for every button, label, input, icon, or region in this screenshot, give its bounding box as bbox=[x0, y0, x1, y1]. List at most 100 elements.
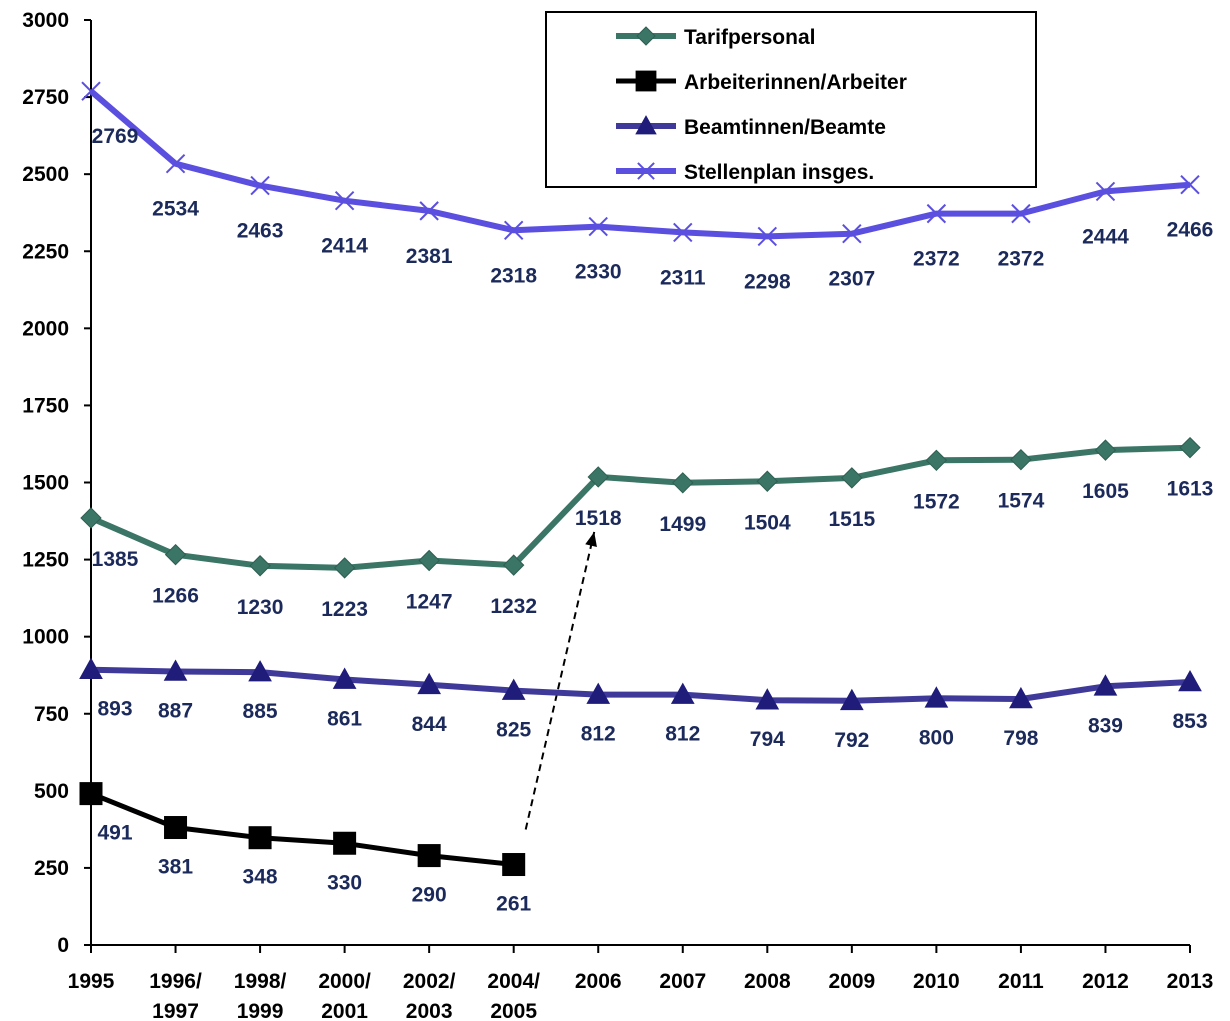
dashed-arrow-line bbox=[524, 531, 596, 830]
x-tick-label-line: 2002/ bbox=[403, 970, 456, 993]
data-point bbox=[250, 175, 270, 196]
data-point bbox=[334, 190, 355, 211]
x-tick-label-line: 2010 bbox=[913, 970, 960, 993]
data-point bbox=[839, 688, 864, 711]
data-label: 1223 bbox=[321, 598, 368, 621]
data-point bbox=[1093, 674, 1118, 696]
data-label: 1574 bbox=[998, 490, 1045, 513]
x-tick-label-line: 1998/ bbox=[234, 970, 287, 993]
data-point bbox=[333, 557, 356, 579]
legend-entry-tarifpersonal: Tarifpersonal bbox=[616, 26, 815, 49]
x-marker-stroke bbox=[1180, 174, 1200, 195]
data-point bbox=[757, 226, 778, 247]
data-point bbox=[586, 682, 611, 704]
data-label: 844 bbox=[412, 713, 447, 736]
y-tick-label: 2750 bbox=[22, 86, 69, 109]
data-label: 2534 bbox=[152, 198, 199, 221]
series-line bbox=[90, 666, 1191, 704]
data-label: 1230 bbox=[237, 596, 284, 619]
data-point bbox=[673, 222, 693, 243]
dashed-arrow-head bbox=[585, 531, 597, 547]
x-tick-label: 2009 bbox=[828, 970, 875, 993]
axes: 0 250 500 750 1000 1250 1500 1750 2000 2250 2500 27… bbox=[22, 9, 1213, 1021]
series-line bbox=[90, 791, 514, 867]
data-point bbox=[842, 223, 862, 244]
data-label: 2372 bbox=[998, 248, 1045, 271]
data-label: 1518 bbox=[575, 507, 622, 530]
legend-swatch-marker bbox=[636, 26, 656, 46]
data-point bbox=[841, 467, 863, 489]
x-tick-label: 2013 bbox=[1167, 970, 1214, 993]
x-tick-label: 2000/2001 bbox=[318, 970, 371, 1021]
data-label: 2311 bbox=[660, 266, 706, 289]
data-point bbox=[81, 81, 101, 101]
data-point bbox=[1095, 181, 1116, 202]
data-label: 1385 bbox=[92, 548, 139, 571]
x-tick-label-line: 2004/ bbox=[487, 970, 540, 993]
data-label: 2372 bbox=[913, 248, 960, 271]
legend-swatch-marker bbox=[635, 115, 657, 135]
x-marker-stroke bbox=[1011, 203, 1031, 224]
x-tick-label: 2004/2005 bbox=[487, 970, 540, 1021]
data-point bbox=[417, 672, 442, 695]
data-point bbox=[756, 470, 779, 492]
data-point bbox=[163, 659, 188, 681]
series-layer: 1385 1266 1230 1223 1247 1232 1518 1499 1504 1515… bbox=[79, 81, 1214, 916]
x-marker-stroke bbox=[165, 153, 186, 174]
data-point bbox=[925, 449, 948, 472]
y-tick-label: 3000 bbox=[22, 9, 69, 32]
data-point bbox=[1179, 436, 1201, 459]
y-tick-label: 1500 bbox=[22, 472, 69, 495]
x-tick-label: 2007 bbox=[659, 970, 706, 993]
data-label: 853 bbox=[1172, 710, 1207, 733]
data-point bbox=[79, 782, 103, 806]
series-beamtinnen-beamte: 893 887 885 861 844 825 812 812 794 792 800 798 839 8… bbox=[79, 657, 1208, 752]
x-tick-label: 2011 bbox=[998, 970, 1044, 993]
legend-label: Tarifpersonal bbox=[684, 26, 815, 49]
series-line bbox=[89, 444, 1191, 571]
x-marker-stroke bbox=[1095, 181, 1116, 202]
y-tick-label: 2250 bbox=[22, 240, 69, 263]
data-label: 2444 bbox=[1082, 225, 1129, 248]
data-point bbox=[332, 667, 357, 689]
data-point bbox=[418, 549, 440, 572]
data-point bbox=[672, 472, 694, 494]
x-marker-stroke bbox=[81, 81, 101, 101]
data-label: 1605 bbox=[1082, 480, 1129, 503]
x-tick-label-line: 2012 bbox=[1082, 970, 1129, 993]
x-tick-label: 1996/1997 bbox=[149, 970, 202, 1021]
data-point bbox=[417, 844, 441, 868]
data-point bbox=[502, 853, 526, 877]
data-point bbox=[503, 220, 524, 240]
x-tick-label-line: 2000/ bbox=[318, 970, 371, 993]
legend-entry-arbeiterinnen-arbeiter: Arbeiterinnen/Arbeiter bbox=[616, 70, 907, 94]
data-point bbox=[248, 660, 272, 682]
annotations bbox=[524, 531, 597, 830]
data-point bbox=[924, 686, 949, 708]
data-point bbox=[1178, 669, 1202, 692]
data-label: 2769 bbox=[92, 125, 139, 148]
data-label: 1266 bbox=[152, 585, 199, 608]
data-label: 2381 bbox=[406, 245, 453, 268]
x-tick-label-line: 2011 bbox=[998, 970, 1044, 993]
data-point bbox=[1010, 448, 1032, 471]
data-point bbox=[165, 153, 186, 174]
data-label: 2414 bbox=[321, 235, 368, 258]
x-tick-label-line: 2003 bbox=[406, 1000, 453, 1021]
y-tick-label: 0 bbox=[57, 934, 69, 957]
data-point bbox=[419, 201, 439, 221]
x-tick-label-line: 2001 bbox=[321, 1000, 368, 1021]
data-label: 861 bbox=[327, 708, 362, 731]
data-label: 812 bbox=[665, 723, 700, 746]
data-point bbox=[501, 678, 526, 700]
data-label: 1613 bbox=[1167, 478, 1214, 501]
data-point bbox=[926, 203, 947, 224]
data-label: 290 bbox=[412, 884, 447, 907]
y-tick-label: 500 bbox=[34, 780, 69, 803]
data-label: 2298 bbox=[744, 270, 791, 293]
data-point bbox=[164, 816, 188, 840]
data-label: 381 bbox=[158, 856, 193, 879]
data-point bbox=[1094, 439, 1117, 461]
legend-label: Stellenplan insges. bbox=[684, 161, 874, 184]
